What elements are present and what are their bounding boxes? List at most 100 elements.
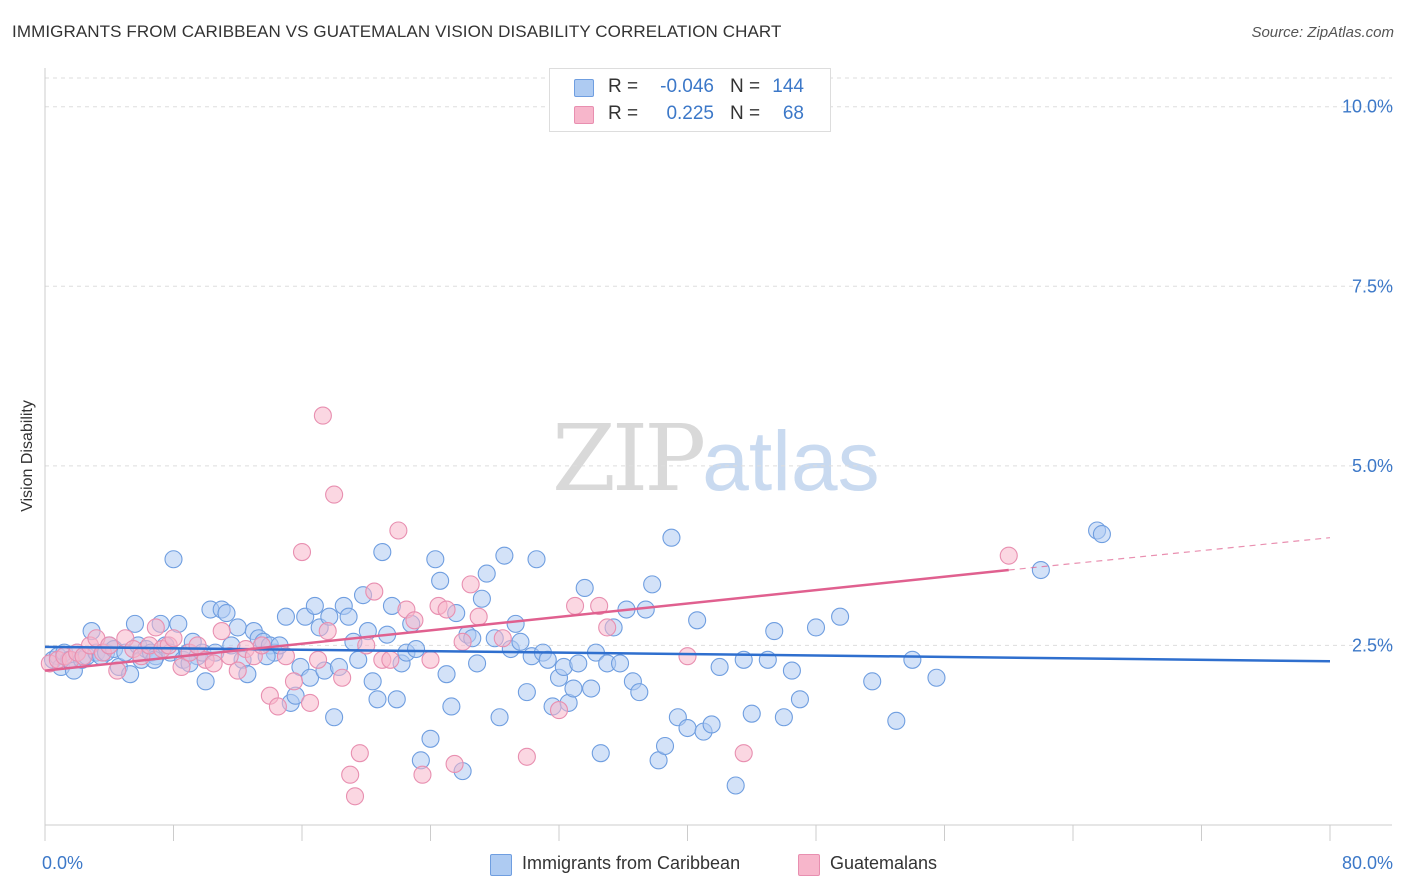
data-point-guatemalans	[204, 654, 223, 673]
data-point-caribbean	[426, 550, 445, 569]
data-point-guatemalans	[517, 747, 536, 766]
data-point-guatemalans	[325, 485, 344, 504]
data-point-caribbean	[196, 672, 215, 691]
data-point-caribbean	[575, 578, 594, 598]
data-point-guatemalans	[566, 596, 585, 615]
data-point-guatemalans	[100, 636, 119, 655]
data-point-caribbean	[517, 683, 536, 702]
data-point-caribbean	[373, 543, 392, 562]
data-point-guatemalans	[172, 657, 191, 677]
data-point-caribbean	[305, 596, 324, 615]
stats-n-label: N =	[730, 103, 761, 124]
data-point-caribbean	[276, 607, 295, 626]
data-point-caribbean	[610, 654, 630, 673]
data-point-guatemalans	[164, 629, 183, 648]
data-point-guatemalans	[318, 622, 337, 641]
data-point-guatemalans	[999, 546, 1018, 565]
data-point-caribbean	[472, 589, 491, 608]
data-point-caribbean	[591, 744, 610, 763]
data-point-caribbean	[1031, 560, 1050, 580]
data-point-guatemalans	[345, 787, 365, 806]
data-point-caribbean	[662, 528, 681, 547]
data-point-guatemalans	[734, 744, 753, 763]
data-point-guatemalans	[421, 650, 440, 669]
data-point-caribbean	[368, 690, 387, 709]
data-point-guatemalans	[365, 582, 384, 601]
data-point-caribbean	[421, 729, 440, 748]
data-point-guatemalans	[268, 697, 287, 716]
data-point-guatemalans	[300, 693, 320, 712]
data-point-caribbean	[477, 564, 496, 583]
stats-swatch-caribbean	[574, 79, 594, 97]
data-point-caribbean	[363, 672, 382, 691]
data-point-guatemalans	[212, 622, 231, 641]
data-point-caribbean	[774, 708, 793, 727]
y-tick-label: 7.5%	[1352, 276, 1393, 296]
data-point-caribbean	[406, 639, 426, 659]
data-point-caribbean	[702, 715, 721, 734]
data-point-caribbean	[538, 650, 557, 669]
data-point-caribbean	[506, 614, 525, 633]
stats-swatch-guatemalans	[574, 106, 594, 124]
data-point-guatemalans	[313, 406, 332, 425]
data-point-caribbean	[387, 690, 406, 709]
legend-swatch-guatemalans	[798, 854, 820, 876]
x-tick-label: 0.0%	[42, 853, 83, 873]
data-point-guatemalans	[437, 600, 456, 619]
data-point-guatemalans	[292, 543, 312, 562]
stats-n-value: 144	[772, 76, 804, 97]
data-point-caribbean	[742, 704, 761, 723]
data-point-caribbean	[125, 614, 144, 633]
data-point-caribbean	[437, 665, 456, 684]
data-point-guatemalans	[598, 618, 617, 637]
data-point-caribbean	[442, 697, 461, 716]
data-point-caribbean	[468, 654, 487, 673]
data-point-guatemalans	[333, 668, 352, 687]
data-point-guatemalans	[228, 661, 247, 680]
data-point-guatemalans	[252, 636, 271, 655]
legend-swatch-caribbean	[490, 854, 512, 876]
stats-r-label: R =	[608, 76, 639, 97]
legend-label-caribbean: Immigrants from Caribbean	[522, 853, 741, 873]
data-point-caribbean	[765, 622, 784, 641]
stats-row-caribbean: R = -0.046 N = 144	[550, 74, 830, 100]
data-point-guatemalans	[276, 647, 295, 666]
data-point-caribbean	[927, 668, 946, 687]
data-point-caribbean	[582, 679, 601, 698]
data-point-caribbean	[228, 618, 247, 637]
data-point-caribbean	[564, 679, 583, 698]
data-point-guatemalans	[389, 521, 408, 540]
y-tick-label: 5.0%	[1352, 456, 1393, 476]
stats-r-value: 0.225	[666, 103, 714, 124]
data-point-caribbean	[164, 550, 183, 569]
data-point-guatemalans	[350, 744, 369, 763]
data-point-caribbean	[655, 736, 675, 756]
stats-n-label: N =	[730, 76, 761, 97]
data-point-caribbean	[790, 690, 809, 709]
data-point-guatemalans	[284, 672, 304, 691]
data-point-guatemalans	[381, 650, 400, 669]
stats-r-value: -0.046	[660, 76, 714, 97]
chart-title: IMMIGRANTS FROM CARIBBEAN VS GUATEMALAN …	[12, 22, 782, 41]
data-point-guatemalans	[309, 650, 328, 669]
data-point-guatemalans	[549, 701, 569, 720]
data-point-caribbean	[339, 607, 358, 626]
data-point-caribbean	[688, 611, 707, 630]
data-point-caribbean	[903, 650, 922, 669]
data-point-caribbean	[490, 708, 509, 727]
data-point-guatemalans	[445, 754, 464, 773]
x-tick-label: 80.0%	[1342, 853, 1393, 873]
data-point-guatemalans	[590, 596, 609, 615]
data-point-guatemalans	[146, 618, 165, 637]
source-label: Source: ZipAtlas.com	[1251, 24, 1394, 41]
data-point-caribbean	[782, 661, 801, 680]
data-point-guatemalans	[405, 611, 424, 630]
data-point-caribbean	[569, 654, 588, 673]
data-point-caribbean	[495, 546, 514, 565]
trend-line-guatemalans	[44, 568, 1009, 672]
data-point-caribbean	[831, 607, 850, 626]
data-point-caribbean	[710, 657, 729, 677]
data-point-caribbean	[863, 672, 882, 691]
data-point-caribbean	[643, 575, 662, 594]
